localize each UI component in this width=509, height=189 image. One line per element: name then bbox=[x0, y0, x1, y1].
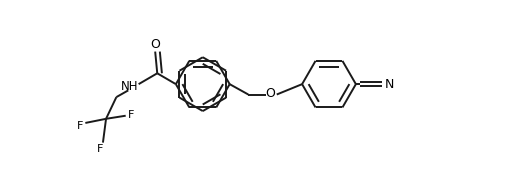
Text: O: O bbox=[265, 88, 275, 101]
Text: N: N bbox=[384, 78, 393, 91]
Text: F: F bbox=[76, 121, 83, 131]
Text: O: O bbox=[150, 38, 160, 51]
Text: F: F bbox=[97, 144, 103, 154]
Text: F: F bbox=[128, 110, 134, 120]
Text: NH: NH bbox=[121, 80, 138, 93]
